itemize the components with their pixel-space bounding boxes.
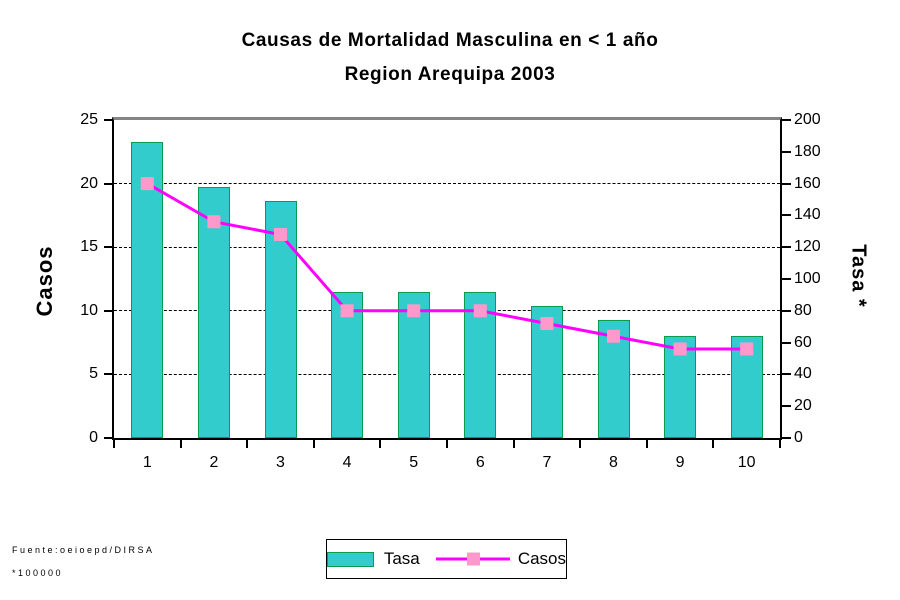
right-axis-tick	[782, 214, 791, 217]
left-axis-tick-label: 0	[89, 429, 98, 446]
source-note: Fuente:oeioepd/DIRSA	[12, 545, 155, 555]
legend-tasa-label: Tasa	[383, 549, 420, 568]
right-axis-tick-label: 140	[794, 206, 821, 224]
right-axis-tick-label: 0	[794, 429, 803, 446]
x-axis-category-label: 5	[409, 454, 419, 471]
right-axis-tick	[782, 309, 791, 312]
right-axis-tick	[782, 150, 791, 153]
left-axis-tick	[104, 246, 113, 249]
data-marker	[473, 304, 487, 318]
left-axis-tick-label: 20	[80, 174, 98, 192]
bar	[131, 142, 164, 438]
x-axis-category-label: 3	[276, 454, 285, 471]
x-axis-tick	[312, 440, 315, 448]
data-marker	[740, 342, 754, 356]
x-axis-category-label: 1	[142, 454, 152, 471]
x-axis-tick	[645, 440, 648, 448]
data-marker	[673, 342, 687, 356]
left-axis-tick	[104, 373, 113, 376]
x-axis-tick	[246, 440, 249, 448]
data-marker	[274, 227, 287, 241]
right-axis-tick	[782, 405, 791, 408]
x-axis-tick	[579, 440, 582, 448]
x-axis-category-label: 8	[609, 454, 618, 471]
chart-title-line2: Region Arequipa 2003	[344, 64, 556, 85]
x-axis-category-label: 4	[342, 454, 352, 471]
x-axis-category-label: 2	[209, 454, 219, 471]
right-axis-tick-label: 80	[794, 301, 812, 319]
left-axis-tick-label: 25	[80, 111, 98, 128]
chart-title-line1: Causas de Mortalidad Masculina en < 1 añ…	[241, 30, 659, 51]
left-axis-tick	[104, 182, 113, 185]
x-axis-tick	[113, 440, 115, 448]
gridline	[114, 183, 780, 185]
x-axis-category-label: 7	[542, 454, 552, 471]
x-axis-category-label: 6	[475, 454, 485, 471]
legend-line-swatch	[435, 552, 510, 566]
data-marker	[340, 304, 354, 318]
data-marker	[207, 215, 221, 229]
x-axis-tick	[379, 440, 382, 448]
line-series-overlay	[140, 177, 754, 356]
data-marker	[540, 317, 554, 331]
chart-title: Causas de Mortalidad Masculina en < 1 añ…	[0, 24, 900, 92]
right-axis-tick	[782, 341, 791, 344]
x-axis-tick	[179, 440, 182, 448]
right-axis-tick-label: 180	[794, 142, 821, 160]
right-axis-tick	[782, 278, 791, 280]
right-axis-tick	[782, 182, 791, 185]
right-axis-title: Tasa *	[847, 244, 870, 308]
x-axis-tick	[446, 440, 448, 448]
right-axis-tick-label: 100	[794, 270, 821, 287]
data-marker	[407, 304, 421, 318]
left-axis-tick-label: 15	[80, 238, 98, 256]
right-axis-tick-label: 40	[794, 365, 812, 383]
right-axis-tick-label: 120	[794, 238, 821, 256]
left-axis-tick	[104, 309, 113, 312]
legend-casos-label: Casos	[517, 549, 566, 568]
x-axis-tick	[779, 440, 781, 448]
data-line	[146, 182, 747, 351]
legend-bar-swatch	[327, 551, 374, 567]
right-axis-tick-label: 200	[794, 111, 821, 128]
right-axis-tick	[782, 119, 791, 121]
left-axis-tick-label: 5	[89, 365, 98, 383]
right-axis-tick-label: 60	[794, 333, 812, 351]
left-axis-tick-label: 10	[80, 301, 98, 319]
left-axis-tick	[104, 437, 113, 439]
data-marker	[140, 177, 154, 191]
right-axis-tick-label: 160	[794, 174, 821, 192]
legend: Tasa Casos	[326, 539, 567, 579]
x-axis-tick	[712, 440, 715, 448]
gridline	[114, 246, 780, 248]
bar	[397, 291, 430, 438]
right-axis-tick-label: 20	[794, 397, 812, 415]
left-axis-tick	[104, 119, 113, 121]
x-axis-category-label: 9	[675, 454, 685, 471]
data-marker	[607, 329, 620, 343]
plot-area	[112, 117, 782, 440]
bar	[197, 186, 230, 438]
right-axis-tick	[782, 246, 791, 249]
right-axis-tick	[782, 373, 791, 376]
left-axis-title: Casos	[32, 245, 57, 317]
bar	[730, 336, 763, 438]
legend-marker-swatch	[466, 552, 480, 566]
x-axis-tick	[512, 440, 515, 448]
gridline	[114, 373, 780, 375]
rate-denominator-note: *100000	[12, 568, 64, 578]
right-axis-tick	[782, 437, 791, 439]
x-axis-category-label: 10	[737, 454, 756, 471]
